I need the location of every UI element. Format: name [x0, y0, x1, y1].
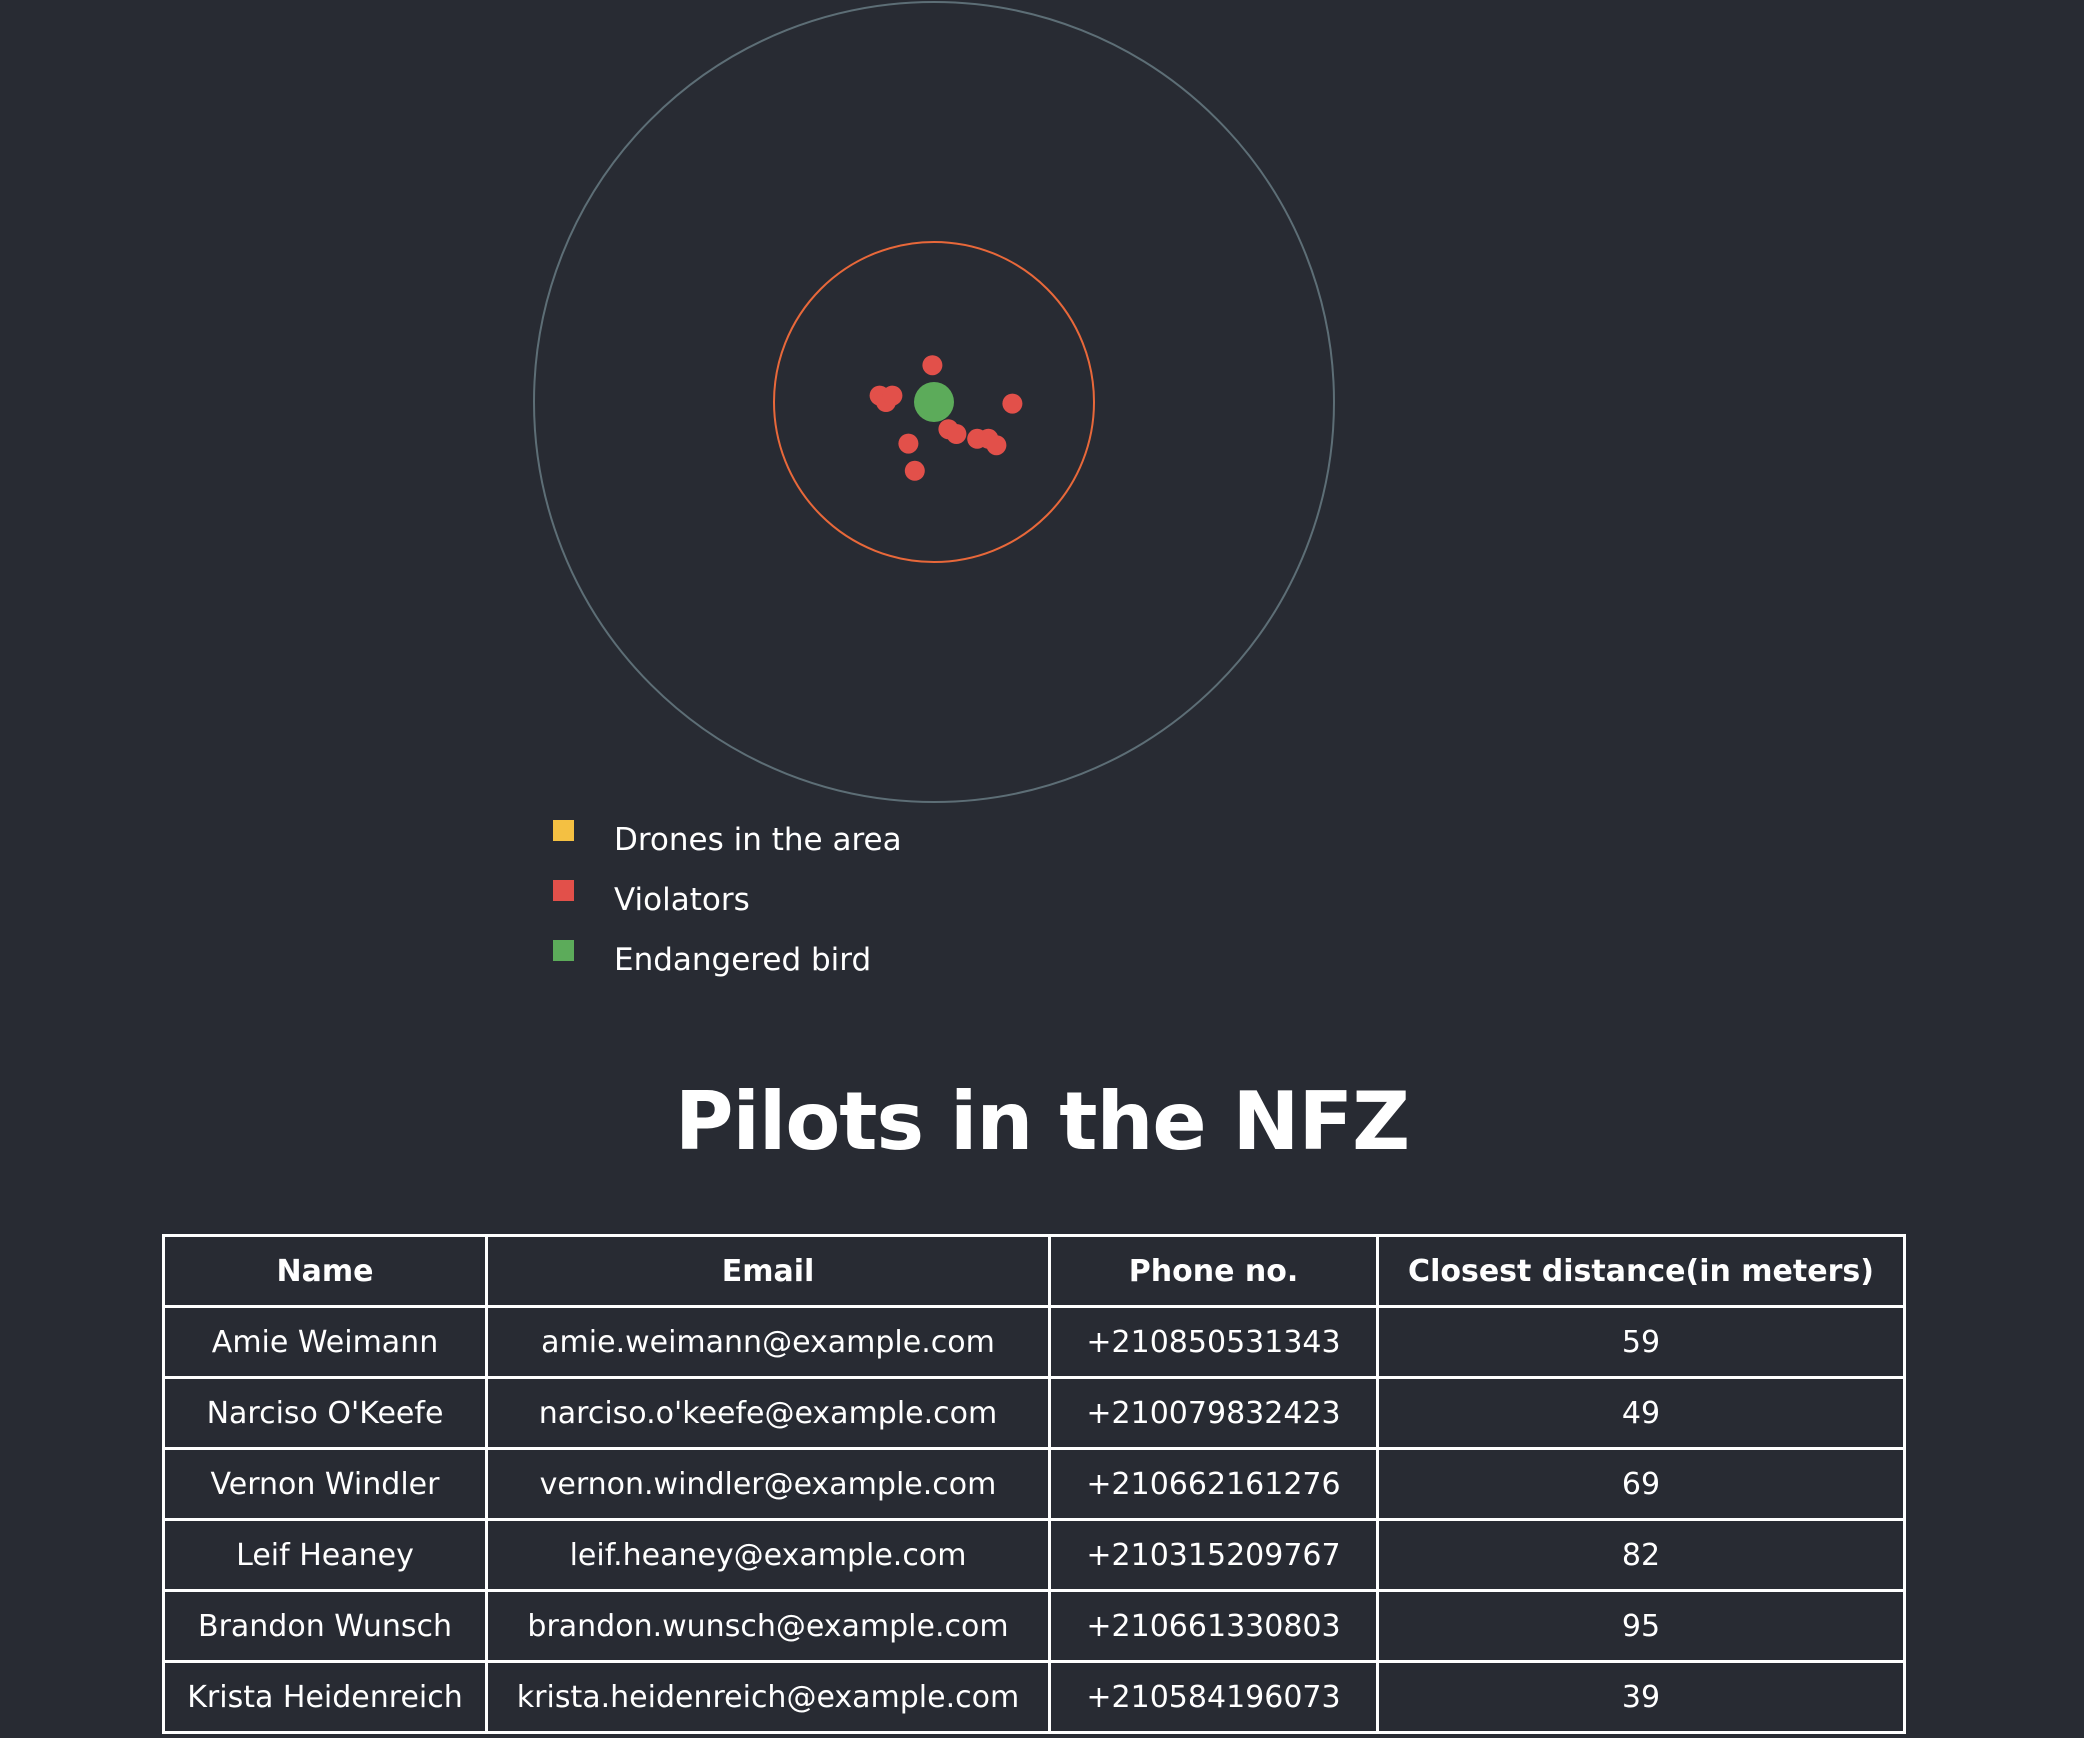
cell-distance: 82: [1376, 1518, 1906, 1592]
legend-swatch-violators: [553, 880, 574, 901]
cell-phone: +210850531343: [1048, 1305, 1379, 1379]
cell-name: Brandon Wunsch: [162, 1589, 488, 1663]
cell-email: narciso.o'keefe@example.com: [485, 1376, 1051, 1450]
cell-email: vernon.windler@example.com: [485, 1447, 1051, 1521]
cell-name: Krista Heidenreich: [162, 1660, 488, 1734]
page-title: Pilots in the NFZ: [674, 1075, 1410, 1168]
radar-chart: [533, 1, 1335, 803]
table-row: Krista Heidenreich krista.heidenreich@ex…: [162, 1660, 1906, 1734]
cell-phone: +210079832423: [1048, 1376, 1379, 1450]
violator-point: [882, 385, 903, 406]
cell-name: Vernon Windler: [162, 1447, 488, 1521]
table-header-row: Name Email Phone no. Closest distance(in…: [162, 1234, 1906, 1308]
cell-email: amie.weimann@example.com: [485, 1305, 1051, 1379]
table-row: Amie Weimann amie.weimann@example.com +2…: [162, 1305, 1906, 1379]
pilots-table: Name Email Phone no. Closest distance(in…: [162, 1234, 1906, 1734]
violator-point: [904, 460, 925, 481]
legend-label-bird: Endangered bird: [614, 942, 872, 978]
cell-distance: 69: [1376, 1447, 1906, 1521]
cell-email: leif.heaney@example.com: [485, 1518, 1051, 1592]
table-row: Vernon Windler vernon.windler@example.co…: [162, 1447, 1906, 1521]
endangered-bird-point: [914, 382, 954, 422]
column-header-email: Email: [485, 1234, 1051, 1308]
column-header-distance: Closest distance(in meters): [1376, 1234, 1906, 1308]
cell-name: Amie Weimann: [162, 1305, 488, 1379]
violator-point: [1002, 393, 1023, 414]
table-row: Brandon Wunsch brandon.wunsch@example.co…: [162, 1589, 1906, 1663]
cell-distance: 49: [1376, 1376, 1906, 1450]
legend-label-violators: Violators: [614, 882, 750, 918]
outer-area-circle: [533, 1, 1335, 803]
cell-distance: 39: [1376, 1660, 1906, 1734]
column-header-phone: Phone no.: [1048, 1234, 1379, 1308]
cell-phone: +210315209767: [1048, 1518, 1379, 1592]
cell-phone: +210662161276: [1048, 1447, 1379, 1521]
legend-swatch-bird: [553, 940, 574, 961]
table-row: Leif Heaney leif.heaney@example.com +210…: [162, 1518, 1906, 1592]
violator-point: [946, 424, 967, 444]
cell-phone: +210584196073: [1048, 1660, 1379, 1734]
legend-swatch-drones: [553, 820, 574, 841]
cell-phone: +210661330803: [1048, 1589, 1379, 1663]
cell-distance: 95: [1376, 1589, 1906, 1663]
no-fly-zone-circle: [773, 241, 1095, 563]
violator-point: [922, 355, 943, 376]
cell-distance: 59: [1376, 1305, 1906, 1379]
cell-email: brandon.wunsch@example.com: [485, 1589, 1051, 1663]
legend-label-drones: Drones in the area: [614, 822, 902, 858]
cell-name: Leif Heaney: [162, 1518, 488, 1592]
violator-point: [986, 435, 1007, 456]
column-header-name: Name: [162, 1234, 488, 1308]
cell-name: Narciso O'Keefe: [162, 1376, 488, 1450]
violator-point: [898, 433, 919, 454]
cell-email: krista.heidenreich@example.com: [485, 1660, 1051, 1734]
table-row: Narciso O'Keefe narciso.o'keefe@example.…: [162, 1376, 1906, 1450]
